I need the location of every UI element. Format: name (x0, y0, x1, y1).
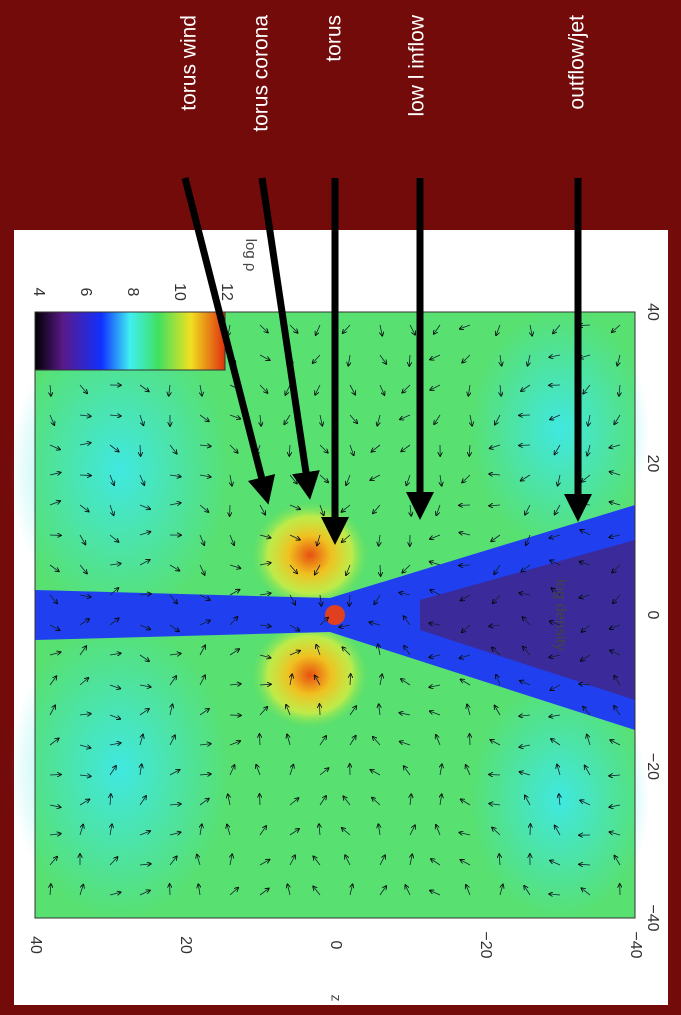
colorbar-tick-label: 6 (77, 288, 94, 297)
colorbar-tick-label: 8 (124, 288, 141, 297)
flow-arrow (519, 445, 530, 446)
annotation-label: torus wind (178, 15, 201, 111)
bottom-tick-label: 0 (327, 941, 344, 950)
flow-arrow (459, 565, 470, 566)
flow-arrow (319, 704, 320, 715)
flow-arrow (80, 475, 91, 476)
figure: log density log ρ z 40 20 0 −20 −40 40 20 0 −20 −… (0, 0, 681, 1010)
annotation-label: low l inflow (406, 14, 429, 116)
colorbar (35, 312, 225, 370)
bottom-tick-label: 20 (177, 936, 194, 954)
plot-title: log density (552, 579, 569, 651)
bottom-tick-label: 40 (27, 936, 44, 954)
side-tick-label: 20 (644, 455, 661, 473)
flow-arrow (489, 774, 500, 775)
bottom-tick-label: −40 (627, 931, 644, 958)
side-tick-label: −20 (644, 753, 661, 780)
flow-arrow (50, 774, 61, 775)
bottom-tick-label: −20 (477, 931, 494, 958)
page: log density log ρ z 40 20 0 −20 −40 40 20 0 −20 −… (0, 0, 681, 1010)
annotation-label: outflow/jet (566, 15, 589, 110)
colorbar-tick-label: 10 (171, 283, 188, 301)
colorbar-tick-label: 4 (30, 288, 47, 297)
flow-arrow (259, 734, 260, 745)
axis-label: z (328, 995, 344, 1002)
side-tick-label: 40 (644, 303, 661, 321)
side-tick-label: 0 (644, 611, 661, 620)
side-tick-label: −40 (644, 904, 661, 931)
annotation-label: torus corona (250, 15, 273, 132)
annotation-label: torus (323, 15, 346, 62)
colorbar-tick-label: 12 (218, 283, 235, 301)
colorbar-label: log ρ (242, 239, 259, 272)
